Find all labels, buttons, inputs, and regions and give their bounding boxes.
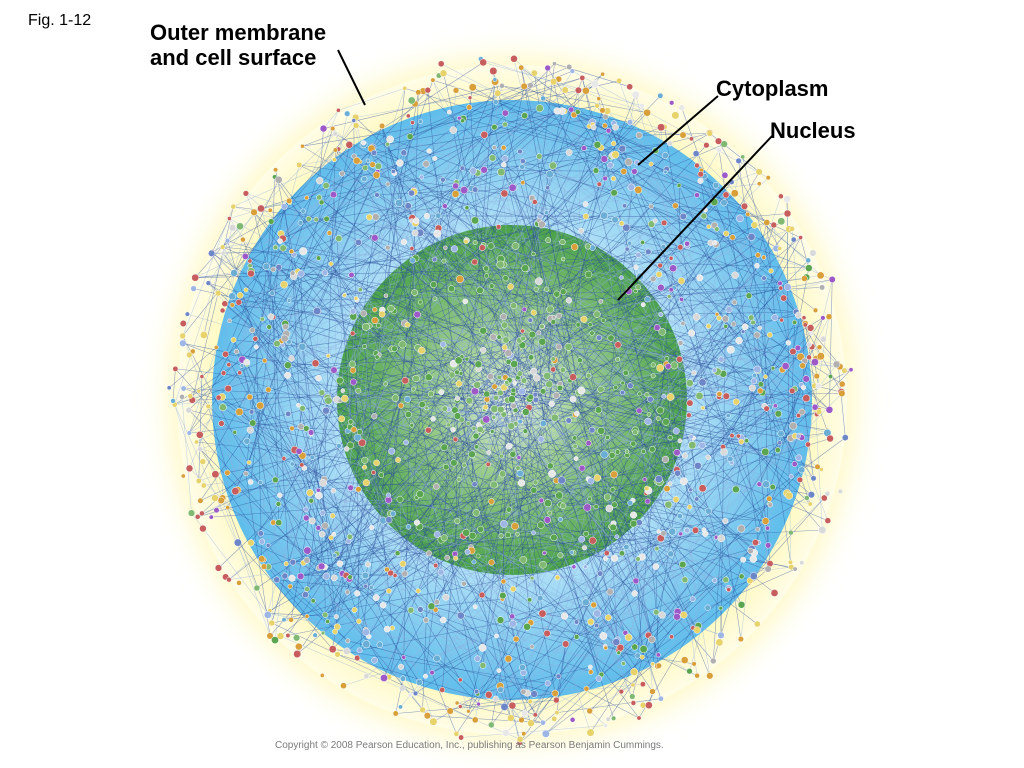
label-outer-membrane: Outer membrane and cell surface [150,20,326,71]
label-cytoplasm: Cytoplasm [716,76,828,101]
label-nucleus: Nucleus [770,118,856,143]
copyright-text: Copyright © 2008 Pearson Education, Inc.… [275,740,664,751]
figure-stage: Fig. 1-12 [0,0,1024,768]
cell-network-diagram [0,0,1024,768]
